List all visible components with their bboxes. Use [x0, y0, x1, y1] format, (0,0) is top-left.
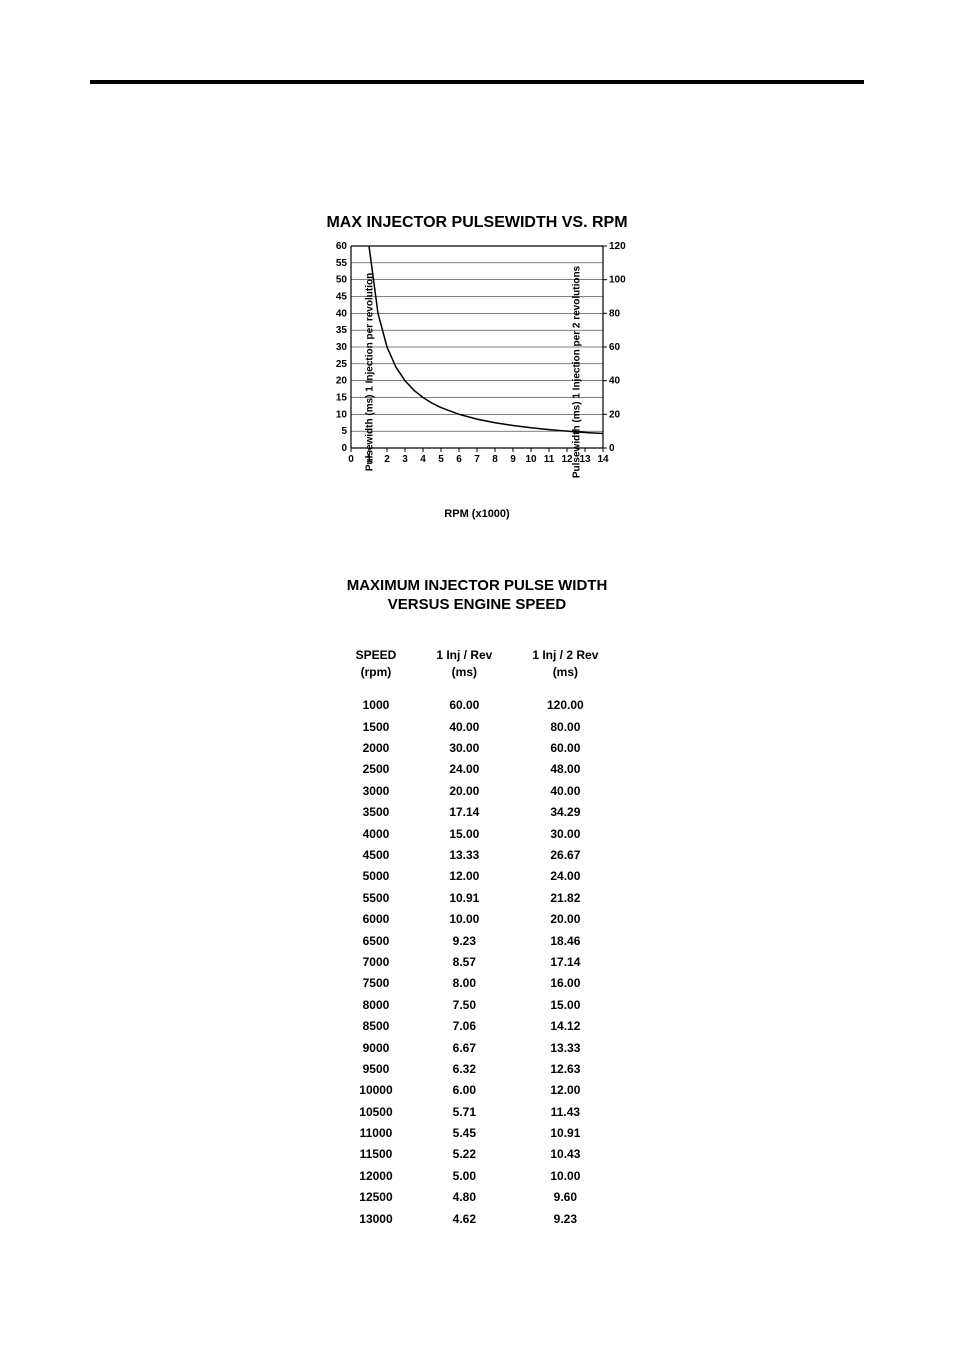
svg-text:4: 4 [420, 454, 426, 465]
table-row: 600010.0020.00 [336, 909, 619, 930]
svg-text:20: 20 [609, 409, 621, 420]
svg-text:40: 40 [336, 308, 348, 319]
table-row: 120005.0010.00 [336, 1166, 619, 1187]
svg-text:50: 50 [336, 275, 348, 286]
table-header: SPEED(rpm) [336, 645, 417, 696]
svg-text:14: 14 [597, 454, 609, 465]
svg-text:35: 35 [336, 325, 348, 336]
table-title: MAXIMUM INJECTOR PULSE WIDTH VERSUS ENGI… [90, 577, 864, 615]
table-row: 115005.2210.43 [336, 1144, 619, 1165]
chart-svg: 0510152025303540455055600204060801001200… [323, 242, 631, 472]
svg-text:60: 60 [336, 242, 348, 252]
svg-text:45: 45 [336, 292, 348, 303]
svg-text:25: 25 [336, 359, 348, 370]
svg-text:30: 30 [336, 342, 348, 353]
chart-title: MAX INJECTOR PULSEWIDTH VS. RPM [90, 214, 864, 232]
x-axis-label: RPM (x1000) [444, 508, 509, 520]
chart-section: MAX INJECTOR PULSEWIDTH VS. RPM Pulsewid… [90, 214, 864, 507]
table-row: 450013.3326.67 [336, 845, 619, 866]
svg-text:0: 0 [348, 454, 354, 465]
table-row: 150040.0080.00 [336, 717, 619, 738]
svg-text:12: 12 [561, 454, 573, 465]
svg-text:15: 15 [336, 393, 348, 404]
top-rule [90, 80, 864, 84]
svg-text:9: 9 [510, 454, 516, 465]
svg-text:40: 40 [609, 376, 621, 387]
svg-text:10: 10 [525, 454, 537, 465]
svg-text:55: 55 [336, 258, 348, 269]
svg-text:13: 13 [579, 454, 591, 465]
table-header: 1 Inj / 2 Rev(ms) [512, 645, 618, 696]
svg-text:2: 2 [384, 454, 390, 465]
table-row: 250024.0048.00 [336, 759, 619, 780]
svg-text:20: 20 [336, 376, 348, 387]
svg-text:6: 6 [456, 454, 462, 465]
table-row: 70008.5717.14 [336, 952, 619, 973]
table-row: 95006.3212.63 [336, 1059, 619, 1080]
svg-text:10: 10 [336, 409, 348, 420]
svg-text:8: 8 [492, 454, 498, 465]
svg-text:5: 5 [438, 454, 444, 465]
svg-text:80: 80 [609, 308, 621, 319]
svg-text:60: 60 [609, 342, 621, 353]
svg-text:0: 0 [341, 443, 347, 454]
svg-text:11: 11 [544, 454, 555, 465]
table-row: 105005.7111.43 [336, 1102, 619, 1123]
table-row: 75008.0016.00 [336, 973, 619, 994]
table-row: 200030.0060.00 [336, 738, 619, 759]
table-row: 550010.9121.82 [336, 888, 619, 909]
svg-text:3: 3 [402, 454, 408, 465]
svg-text:120: 120 [609, 242, 626, 252]
table-row: 125004.809.60 [336, 1187, 619, 1208]
table-row: 100060.00120.00 [336, 695, 619, 716]
data-table: SPEED(rpm)1 Inj / Rev(ms)1 Inj / 2 Rev(m… [336, 645, 619, 1231]
table-row: 400015.0030.00 [336, 824, 619, 845]
table-row: 110005.4510.91 [336, 1123, 619, 1144]
svg-text:100: 100 [609, 275, 626, 286]
table-row: 130004.629.23 [336, 1209, 619, 1230]
table-row: 300020.0040.00 [336, 781, 619, 802]
chart: Pulsewidth (ms) 1 Injection per revoluti… [277, 242, 677, 502]
table-row: 100006.0012.00 [336, 1080, 619, 1101]
table-row: 80007.5015.00 [336, 995, 619, 1016]
table-row: 85007.0614.12 [336, 1016, 619, 1037]
svg-text:5: 5 [341, 426, 347, 437]
table-row: 500012.0024.00 [336, 866, 619, 887]
table-row: 90006.6713.33 [336, 1038, 619, 1059]
svg-text:0: 0 [609, 443, 615, 454]
svg-text:1: 1 [366, 454, 372, 465]
table-row: 65009.2318.46 [336, 931, 619, 952]
svg-text:7: 7 [474, 454, 480, 465]
table-row: 350017.1434.29 [336, 802, 619, 823]
table-header: 1 Inj / Rev(ms) [416, 645, 512, 696]
